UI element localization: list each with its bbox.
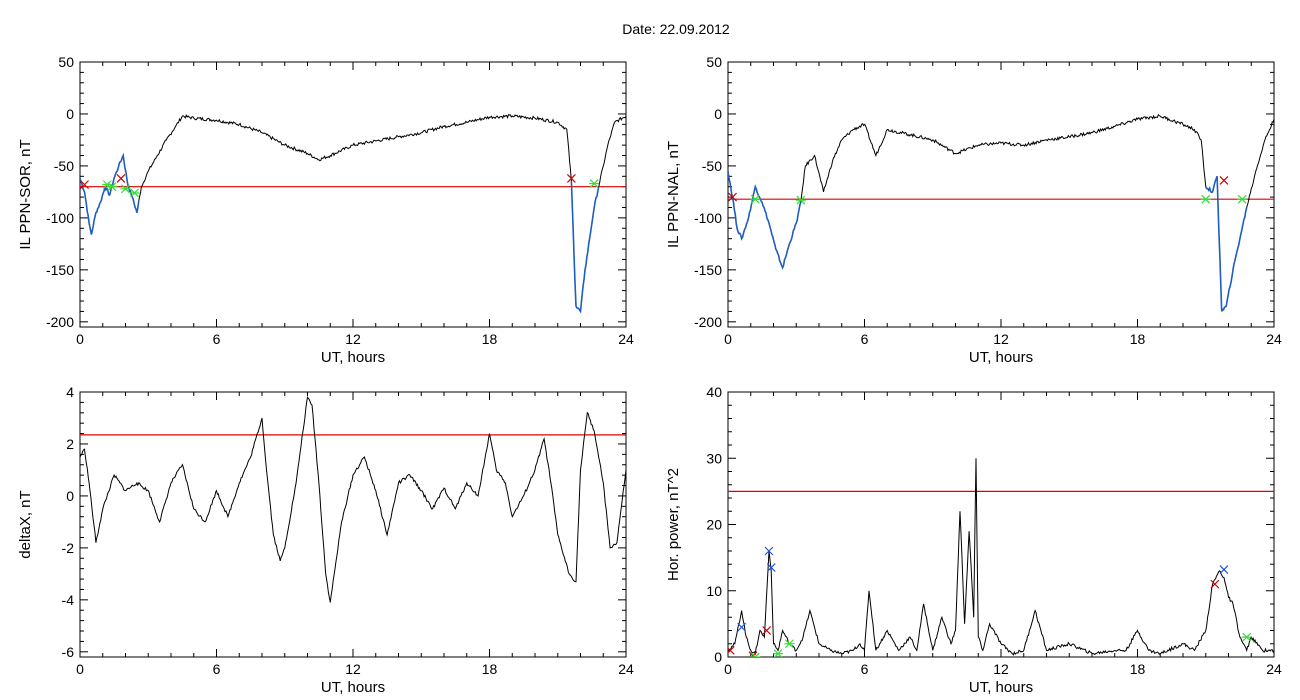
green-cross-marker bbox=[750, 194, 761, 204]
plot-frame bbox=[79, 61, 627, 328]
green-cross-marker bbox=[750, 652, 761, 657]
y-tick-label: 50 bbox=[58, 54, 74, 70]
plot-area bbox=[728, 113, 1274, 312]
x-tick-label: 12 bbox=[993, 661, 1009, 677]
y-tick-label: 0 bbox=[66, 106, 74, 122]
panel-hor-power: 0 6 12 18 24 0 10 20 30 40 UT, hours Hor. power, nT… bbox=[665, 384, 1282, 696]
x-tick-label: 24 bbox=[1266, 331, 1282, 347]
y-tick-label: -50 bbox=[54, 158, 74, 174]
y-tick-label: 0 bbox=[714, 649, 722, 665]
x-axis-title: UT, hours bbox=[321, 349, 385, 366]
y-tick-label: 10 bbox=[706, 583, 722, 599]
x-tick-label: 6 bbox=[213, 331, 221, 347]
red-cross-marker bbox=[80, 180, 89, 190]
y-tick-label: -2 bbox=[62, 540, 75, 556]
red-cross-marker bbox=[762, 626, 772, 635]
x-tick-label: 18 bbox=[1130, 331, 1146, 347]
y-tick-label: -100 bbox=[694, 210, 722, 226]
red-cross-marker bbox=[728, 192, 737, 202]
x-tick-label: 12 bbox=[345, 331, 361, 347]
x-tick-label: 6 bbox=[861, 331, 869, 347]
figure-title: Date: 22.09.2012 bbox=[622, 21, 730, 37]
x-tick-label: 18 bbox=[1130, 661, 1146, 677]
red-cross-marker bbox=[1210, 579, 1220, 589]
panel-il-ppn-nal: 0 6 12 18 24 -200 -150 -100 -50 0 50 UT, hours IL PP… bbox=[665, 54, 1282, 366]
green-cross-marker bbox=[1241, 632, 1252, 642]
y-tick-label: 0 bbox=[714, 106, 722, 122]
y-tick-label: -50 bbox=[702, 158, 722, 174]
series-line bbox=[80, 395, 626, 603]
y-tick-label: -150 bbox=[46, 262, 74, 278]
series-line bbox=[80, 113, 626, 313]
y-axis-title: IL PPN-SOR, nT bbox=[17, 139, 34, 249]
blue-cross-marker bbox=[764, 546, 774, 556]
green-cross-marker bbox=[120, 184, 131, 194]
x-tick-label: 12 bbox=[345, 661, 361, 677]
green-cross-marker bbox=[1200, 194, 1211, 204]
blue-cross-marker bbox=[1219, 565, 1229, 574]
green-cross-marker bbox=[795, 195, 806, 205]
x-axis-title: UT, hours bbox=[969, 679, 1033, 696]
x-tick-label: 24 bbox=[618, 331, 634, 347]
panel-il-ppn-sor: 0 6 12 18 24 -200 -150 -100 -50 0 50 UT, hours IL PP… bbox=[17, 54, 634, 366]
y-axis-title: Hor. power, nT^2 bbox=[665, 468, 682, 581]
green-cross-marker bbox=[1237, 194, 1248, 204]
x-tick-label: 0 bbox=[76, 661, 84, 677]
y-tick-label: -4 bbox=[62, 592, 75, 608]
x-tick-label: 0 bbox=[76, 331, 84, 347]
x-axis-title: UT, hours bbox=[969, 349, 1033, 366]
x-tick-label: 24 bbox=[618, 661, 634, 677]
green-cross-marker bbox=[784, 639, 795, 649]
x-tick-label: 0 bbox=[724, 331, 732, 347]
red-cross-marker bbox=[566, 173, 576, 183]
x-axis-title: UT, hours bbox=[321, 679, 385, 696]
x-tick-label: 0 bbox=[724, 661, 732, 677]
blue-cross-marker bbox=[766, 563, 776, 572]
y-tick-label: 4 bbox=[66, 384, 74, 400]
red-cross-marker bbox=[748, 651, 758, 657]
x-tick-label: 12 bbox=[993, 331, 1009, 347]
plot-area bbox=[728, 458, 1274, 657]
series-line bbox=[728, 458, 1274, 656]
plot-area bbox=[80, 395, 626, 603]
y-tick-label: 40 bbox=[706, 384, 722, 400]
x-tick-label: 6 bbox=[861, 661, 869, 677]
y-axis-title: IL PPN-NAL, nT bbox=[665, 141, 682, 248]
plot-area bbox=[80, 113, 626, 314]
plot-frame bbox=[727, 61, 1275, 328]
x-tick-label: 24 bbox=[1266, 661, 1282, 677]
green-cross-marker bbox=[106, 182, 117, 192]
plot-frame bbox=[727, 391, 1275, 658]
x-tick-label: 6 bbox=[213, 661, 221, 677]
red-cross-marker bbox=[1219, 176, 1229, 185]
y-tick-label: 0 bbox=[66, 488, 74, 504]
y-tick-label: 50 bbox=[706, 54, 722, 70]
x-tick-label: 18 bbox=[482, 331, 498, 347]
series-line bbox=[728, 113, 1274, 312]
blue-cross-marker bbox=[737, 622, 747, 632]
highlighted-segment bbox=[80, 152, 140, 235]
highlighted-segment bbox=[1205, 176, 1248, 312]
y-tick-label: -6 bbox=[62, 644, 75, 660]
y-tick-label: -200 bbox=[46, 314, 74, 330]
x-tick-label: 18 bbox=[482, 661, 498, 677]
green-cross-marker bbox=[129, 188, 140, 198]
y-tick-label: -150 bbox=[694, 262, 722, 278]
y-axis-title: deltaX, nT bbox=[17, 490, 34, 558]
y-tick-label: -100 bbox=[46, 210, 74, 226]
highlighted-segment bbox=[728, 170, 802, 270]
red-cross-marker bbox=[728, 645, 735, 655]
plot-frame bbox=[79, 391, 627, 658]
y-tick-label: 2 bbox=[66, 436, 74, 452]
highlighted-segment bbox=[570, 181, 600, 314]
green-cross-marker bbox=[773, 649, 784, 657]
red-cross-marker bbox=[116, 173, 126, 183]
y-tick-label: 30 bbox=[706, 450, 722, 466]
y-tick-label: -200 bbox=[694, 314, 722, 330]
green-cross-marker bbox=[589, 179, 600, 189]
y-tick-label: 20 bbox=[706, 517, 722, 533]
